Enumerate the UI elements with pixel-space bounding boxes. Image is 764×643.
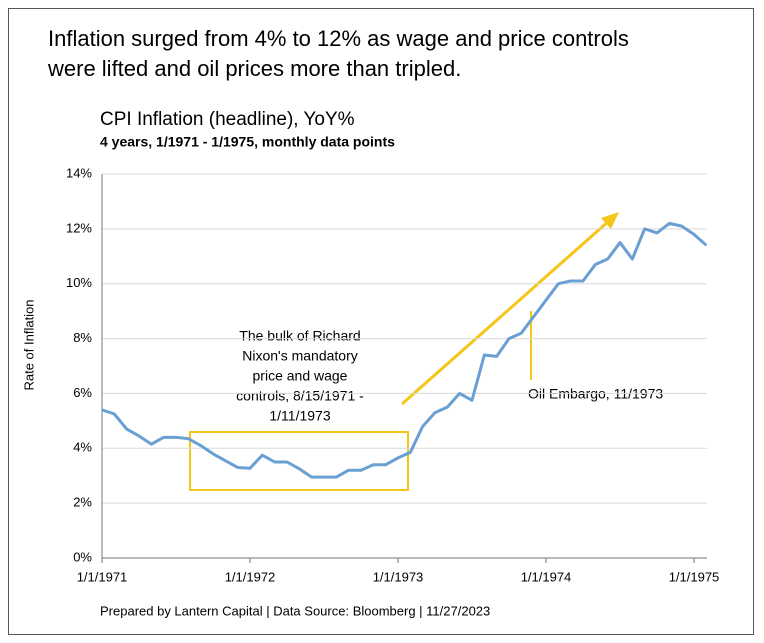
- x-tick-label: 1/1/1972: [225, 569, 276, 584]
- arrow-head: [601, 212, 619, 229]
- y-tick-label: 2%: [73, 495, 92, 510]
- annotation: The bulk of Richard Nixon's mandatory pric…: [236, 328, 364, 424]
- y-tick-label: 14%: [66, 165, 92, 180]
- y-tick-label: 12%: [66, 220, 92, 235]
- x-tick-label: 1/1/1973: [373, 569, 424, 584]
- annotation-line: Nixon's mandatory: [242, 348, 358, 364]
- chart-subtitle: 4 years, 1/1971 - 1/1975, monthly data p…: [100, 134, 395, 150]
- frame: [8, 8, 754, 635]
- x-tick-label: 1/1/1971: [77, 569, 128, 584]
- annotation-line: controls, 8/15/1971 -: [236, 388, 364, 404]
- headline-line: Inflation surged from 4% to 12% as wage …: [48, 26, 629, 51]
- chart-title: CPI Inflation (headline), YoY%: [100, 109, 355, 130]
- y-axis-label: Rate of Inflation: [21, 299, 36, 390]
- controls-box: [189, 431, 409, 491]
- x-tick-label: 1/1/1974: [521, 569, 572, 584]
- y-tick-label: 4%: [73, 440, 92, 455]
- y-tick-label: 8%: [73, 330, 92, 345]
- trend-arrow: [401, 218, 611, 406]
- y-tick-label: 10%: [66, 275, 92, 290]
- data-line: [101, 221, 708, 479]
- annotation-line: 1/11/1973: [269, 408, 330, 424]
- annotation-line: The bulk of Richard: [239, 328, 360, 344]
- footer: Prepared by Lantern Capital | Data Sourc…: [100, 603, 490, 618]
- headline-line: were lifted and oil prices more than tri…: [47, 56, 461, 81]
- y-tick-label: 6%: [73, 385, 92, 400]
- y-tick-label: 0%: [73, 549, 92, 564]
- annotation-line: price and wage: [253, 368, 348, 384]
- x-tick-label: 1/1/1975: [669, 569, 720, 584]
